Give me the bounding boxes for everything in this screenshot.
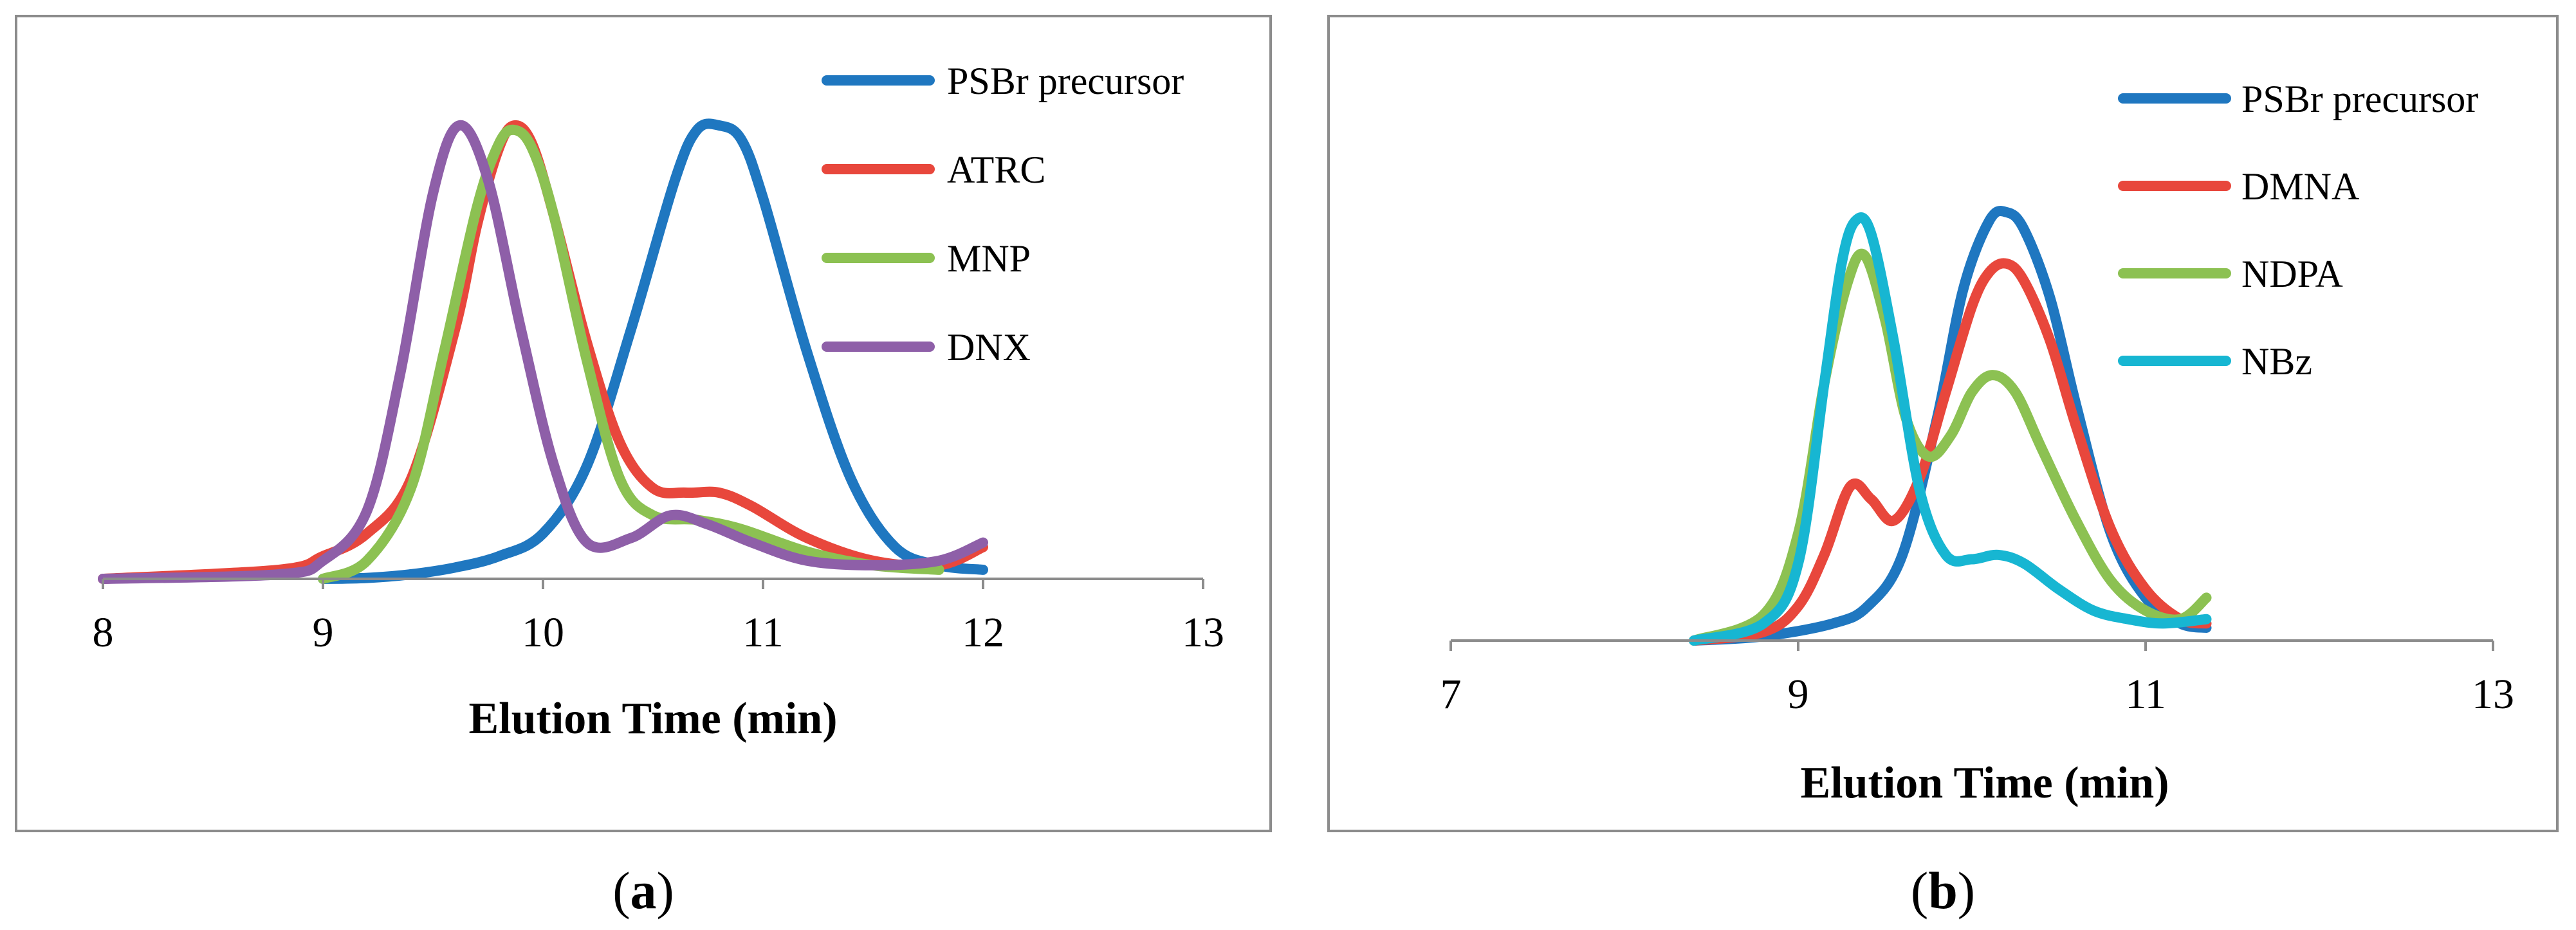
panel-a-tick-label: 12	[962, 609, 1004, 656]
panel-a-tick-label: 9	[313, 609, 334, 656]
panel-b-caption-open: (	[1911, 861, 1928, 920]
panel-b-legend-label: DMNA	[2241, 165, 2359, 208]
panel-a-x-axis-title: Elution Time (min)	[468, 694, 837, 743]
panel-b-frame	[1327, 15, 2559, 832]
panel-b-series-nbz	[1689, 212, 2212, 646]
panel-a-frame	[15, 15, 1272, 832]
panel-b-caption-close: )	[1958, 861, 1975, 920]
panel-a-caption: (a)	[612, 861, 674, 920]
panel-a-tick-label: 13	[1182, 609, 1224, 656]
panel-a-x-ticks: 8 9 10 11 12 13	[93, 579, 1224, 656]
panel-a-tick-label: 11	[742, 609, 784, 656]
panel-b-x-ticks: 7 9 11 13	[1440, 641, 2514, 718]
panel-b-x-axis-title: Elution Time (min)	[1800, 758, 2169, 808]
panel-a-legend: PSBr precursor ATRC MNP DNX	[822, 60, 1184, 369]
panel-a-caption-close: )	[657, 861, 674, 920]
panel-a-legend-label: PSBr precursor	[947, 60, 1184, 102]
panel-a-series-psbr-precursor	[318, 118, 988, 584]
panel-a-series-dnx	[98, 120, 988, 584]
panel-a-plot	[98, 118, 988, 584]
panel-b-plot	[1689, 206, 2212, 646]
panel-a-legend-label: ATRC	[947, 149, 1045, 191]
panel-b-tick-label: 7	[1440, 671, 1462, 718]
panel-a-caption-letter: a	[630, 861, 657, 920]
panel-b-legend: PSBr precursor DMNA NDPA NBz	[2118, 78, 2478, 383]
panel-b-legend-label: NDPA	[2241, 253, 2343, 295]
panel-b-legend-label: NBz	[2241, 340, 2312, 383]
panel-a-tick-label: 8	[93, 609, 114, 656]
panel-b-tick-label: 13	[2472, 671, 2514, 718]
panel-b-caption-letter: b	[1928, 861, 1958, 920]
panel-b-series-dmna	[1689, 258, 2212, 646]
panel-b-tick-label: 9	[1788, 671, 1809, 718]
panel-a: 8 9 10 11 12 13 Elution Time (min) PSBr precu…	[15, 15, 1272, 832]
panel-b: 7 9 11 13 Elution Time (min) PSBr precursor…	[1327, 15, 2559, 832]
panel-a-legend-label: MNP	[947, 237, 1031, 280]
panel-a-caption-open: (	[612, 861, 630, 920]
panel-a-legend-label: DNX	[947, 326, 1031, 369]
panel-b-tick-label: 11	[2125, 671, 2166, 718]
panel-b-legend-label: PSBr precursor	[2241, 78, 2478, 120]
panel-a-series-mnp	[318, 124, 944, 584]
panel-a-tick-label: 10	[522, 609, 564, 656]
panel-b-caption: (b)	[1911, 861, 1975, 920]
